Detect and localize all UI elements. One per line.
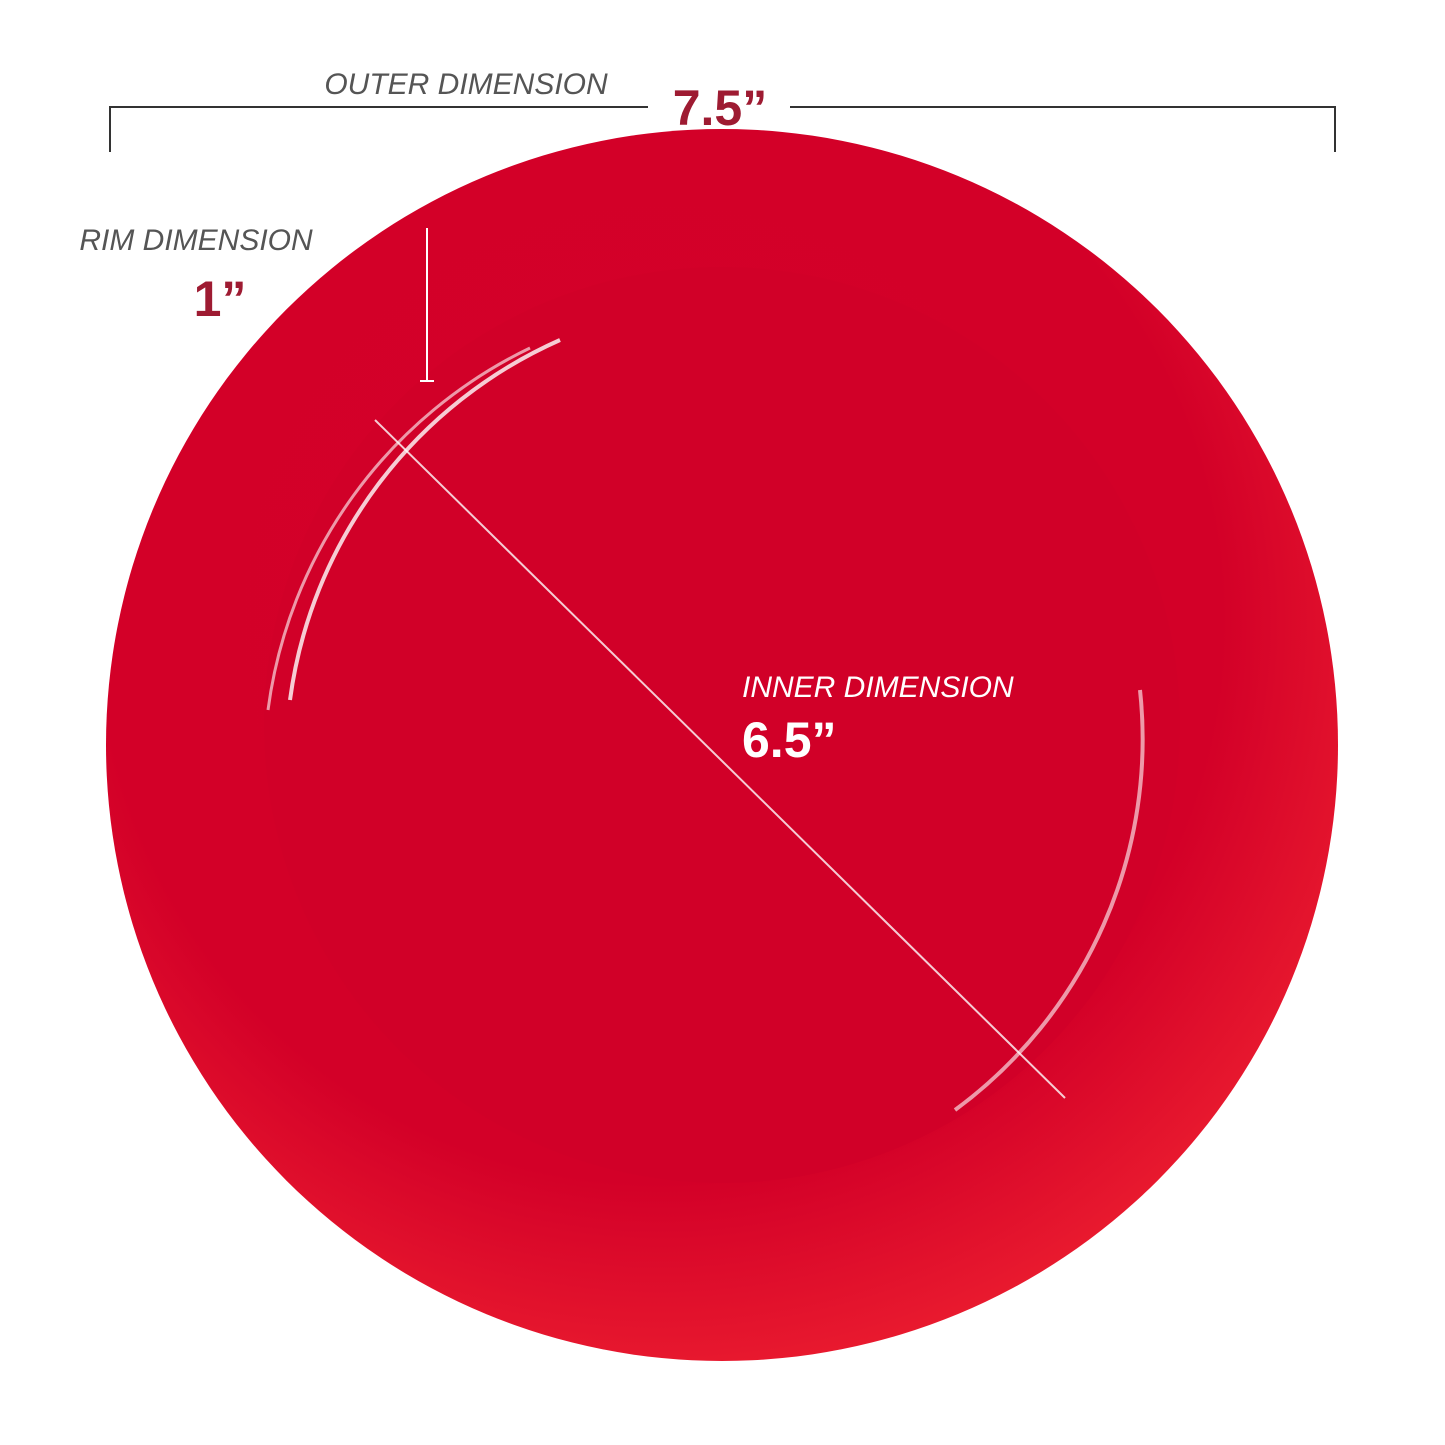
highlight xyxy=(266,346,531,711)
highlight xyxy=(288,338,561,701)
inner-value: 6.5” xyxy=(742,712,837,768)
plate-well xyxy=(264,267,1180,1183)
rim-value: 1” xyxy=(194,271,247,327)
highlight xyxy=(953,689,1145,1112)
rim-label: RIM DIMENSION xyxy=(79,224,313,257)
outer-label: OUTER DIMENSION xyxy=(324,68,608,101)
outer-value: 7.5” xyxy=(673,80,768,136)
inner-label: INNER DIMENSION xyxy=(742,671,1014,704)
inner-line xyxy=(374,419,1066,1099)
